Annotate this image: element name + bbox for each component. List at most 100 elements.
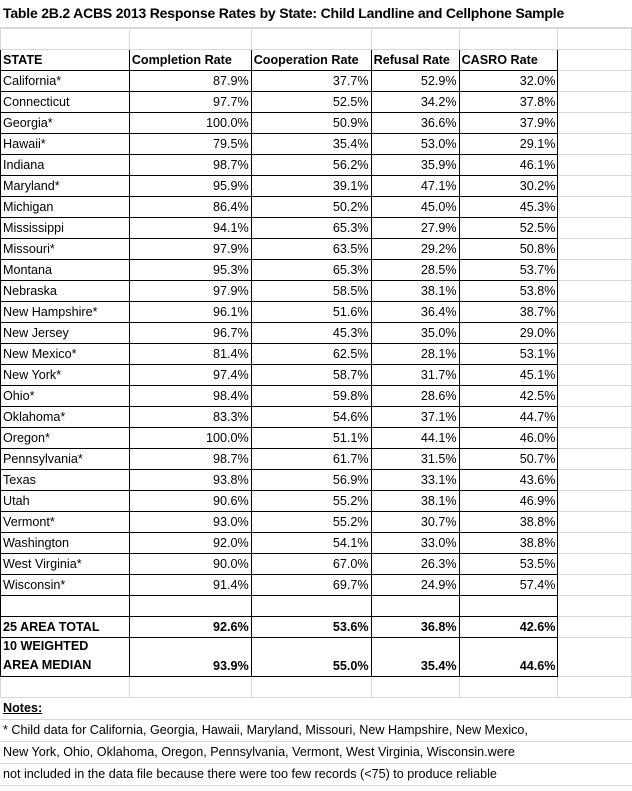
casro-cell[interactable]: 38.8% <box>458 532 559 554</box>
cooperation-cell[interactable]: 65.3% <box>250 217 372 239</box>
refusal-cell[interactable]: 27.9% <box>370 217 460 239</box>
cooperation-cell[interactable]: 69.7% <box>250 574 372 596</box>
refusal-cell[interactable]: 35.4% <box>370 637 460 677</box>
cooperation-cell[interactable]: 55.0% <box>250 637 372 677</box>
casro-cell[interactable]: 29.1% <box>458 133 559 155</box>
cooperation-cell[interactable]: 62.5% <box>250 343 372 365</box>
state-cell[interactable]: Michigan <box>0 196 130 218</box>
refusal-cell[interactable]: 38.1% <box>370 490 460 512</box>
refusal-cell[interactable]: 52.9% <box>370 70 460 92</box>
casro-cell[interactable]: 46.0% <box>458 427 559 449</box>
refusal-cell[interactable]: 36.6% <box>370 112 460 134</box>
state-cell[interactable]: Missouri* <box>0 238 130 260</box>
cooperation-cell[interactable]: 51.1% <box>250 427 372 449</box>
cooperation-cell[interactable]: 53.6% <box>250 616 372 638</box>
completion-cell[interactable]: 100.0% <box>128 112 252 134</box>
cooperation-cell[interactable]: 51.6% <box>250 301 372 323</box>
completion-cell[interactable]: 92.6% <box>128 616 252 638</box>
cooperation-cell[interactable]: 39.1% <box>250 175 372 197</box>
completion-cell[interactable]: 93.8% <box>128 469 252 491</box>
cooperation-cell[interactable]: 58.7% <box>250 364 372 386</box>
casro-cell[interactable]: 37.8% <box>458 91 559 113</box>
completion-cell[interactable]: 97.9% <box>128 238 252 260</box>
cooperation-cell[interactable]: 56.2% <box>250 154 372 176</box>
completion-cell[interactable]: 83.3% <box>128 406 252 428</box>
state-cell[interactable]: Utah <box>0 490 130 512</box>
completion-cell[interactable]: 92.0% <box>128 532 252 554</box>
state-cell[interactable]: New Hampshire* <box>0 301 130 323</box>
state-cell[interactable]: Hawaii* <box>0 133 130 155</box>
refusal-cell[interactable]: 29.2% <box>370 238 460 260</box>
refusal-cell[interactable]: 47.1% <box>370 175 460 197</box>
state-cell[interactable]: Pennsylvania* <box>0 448 130 470</box>
completion-cell[interactable]: 98.7% <box>128 448 252 470</box>
casro-cell[interactable]: 45.1% <box>458 364 559 386</box>
state-cell[interactable]: Mississippi <box>0 217 130 239</box>
refusal-cell[interactable]: 37.1% <box>370 406 460 428</box>
cooperation-cell[interactable]: 55.2% <box>250 511 372 533</box>
completion-cell[interactable]: 97.7% <box>128 91 252 113</box>
casro-cell[interactable]: 43.6% <box>458 469 559 491</box>
cooperation-cell[interactable]: 37.7% <box>250 70 372 92</box>
casro-cell[interactable]: 53.8% <box>458 280 559 302</box>
completion-cell[interactable]: 100.0% <box>128 427 252 449</box>
refusal-cell[interactable]: 36.8% <box>370 616 460 638</box>
cooperation-cell[interactable]: 61.7% <box>250 448 372 470</box>
casro-cell[interactable]: 38.8% <box>458 511 559 533</box>
casro-cell[interactable]: 37.9% <box>458 112 559 134</box>
completion-cell[interactable]: 96.1% <box>128 301 252 323</box>
cooperation-cell[interactable]: 54.1% <box>250 532 372 554</box>
refusal-cell[interactable]: 53.0% <box>370 133 460 155</box>
state-cell[interactable]: California* <box>0 70 130 92</box>
refusal-cell[interactable]: 33.1% <box>370 469 460 491</box>
casro-cell[interactable]: 50.7% <box>458 448 559 470</box>
completion-cell[interactable]: 94.1% <box>128 217 252 239</box>
refusal-cell[interactable]: 31.7% <box>370 364 460 386</box>
cooperation-cell[interactable]: 63.5% <box>250 238 372 260</box>
refusal-cell[interactable]: 38.1% <box>370 280 460 302</box>
casro-cell[interactable]: 53.7% <box>458 259 559 281</box>
completion-cell[interactable]: 79.5% <box>128 133 252 155</box>
casro-cell[interactable]: 38.7% <box>458 301 559 323</box>
completion-cell[interactable]: 81.4% <box>128 343 252 365</box>
state-cell[interactable]: Oklahoma* <box>0 406 130 428</box>
casro-cell[interactable]: 29.0% <box>458 322 559 344</box>
state-cell[interactable]: Maryland* <box>0 175 130 197</box>
state-cell[interactable]: Montana <box>0 259 130 281</box>
state-cell[interactable]: Vermont* <box>0 511 130 533</box>
completion-cell[interactable]: 90.6% <box>128 490 252 512</box>
completion-cell[interactable]: 93.9% <box>128 637 252 677</box>
casro-cell[interactable]: 45.3% <box>458 196 559 218</box>
cooperation-cell[interactable]: 67.0% <box>250 553 372 575</box>
casro-cell[interactable]: 44.6% <box>458 637 559 677</box>
completion-cell[interactable]: 90.0% <box>128 553 252 575</box>
completion-cell[interactable]: 95.9% <box>128 175 252 197</box>
completion-cell[interactable]: 97.9% <box>128 280 252 302</box>
state-cell[interactable]: Oregon* <box>0 427 130 449</box>
refusal-cell[interactable]: 30.7% <box>370 511 460 533</box>
completion-cell[interactable]: 86.4% <box>128 196 252 218</box>
refusal-cell[interactable]: 33.0% <box>370 532 460 554</box>
completion-cell[interactable]: 97.4% <box>128 364 252 386</box>
refusal-cell[interactable]: 24.9% <box>370 574 460 596</box>
refusal-cell[interactable]: 26.3% <box>370 553 460 575</box>
state-cell[interactable]: New Mexico* <box>0 343 130 365</box>
refusal-cell[interactable]: 28.5% <box>370 259 460 281</box>
completion-cell[interactable]: 87.9% <box>128 70 252 92</box>
casro-cell[interactable]: 53.5% <box>458 553 559 575</box>
casro-cell[interactable]: 52.5% <box>458 217 559 239</box>
header-cooperation[interactable]: Cooperation Rate <box>250 49 372 71</box>
state-cell[interactable]: Nebraska <box>0 280 130 302</box>
refusal-cell[interactable]: 36.4% <box>370 301 460 323</box>
refusal-cell[interactable]: 28.1% <box>370 343 460 365</box>
header-refusal[interactable]: Refusal Rate <box>370 49 460 71</box>
casro-cell[interactable]: 42.6% <box>458 616 559 638</box>
cooperation-cell[interactable]: 54.6% <box>250 406 372 428</box>
completion-cell[interactable]: 91.4% <box>128 574 252 596</box>
casro-cell[interactable]: 57.4% <box>458 574 559 596</box>
state-cell[interactable]: New York* <box>0 364 130 386</box>
cooperation-cell[interactable]: 50.2% <box>250 196 372 218</box>
state-cell[interactable]: 25 AREA TOTAL <box>0 616 130 638</box>
completion-cell[interactable]: 95.3% <box>128 259 252 281</box>
casro-cell[interactable]: 53.1% <box>458 343 559 365</box>
